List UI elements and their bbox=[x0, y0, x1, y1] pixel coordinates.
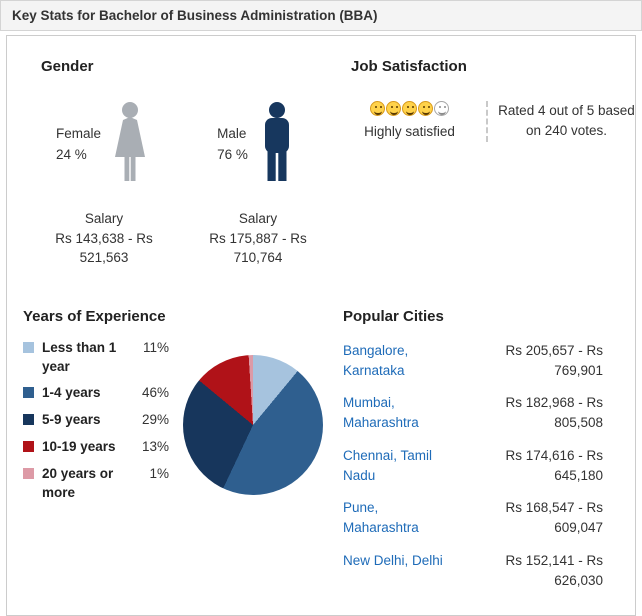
city-salary-range: Rs 168,547 - Rs 609,047 bbox=[505, 500, 603, 536]
female-label: Female bbox=[55, 126, 101, 142]
city-link[interactable]: Pune, Maharashtra bbox=[343, 500, 419, 536]
city-row: Bangalore, Karnataka Rs 205,657 - Rs 769… bbox=[343, 341, 603, 382]
experience-title: Years of Experience bbox=[23, 307, 166, 325]
experience-body: Less than 1 year 11% 1-4 years 46% 5-9 y… bbox=[23, 339, 323, 511]
male-salary-label: Salary bbox=[238, 211, 278, 226]
popular-cities-section: Popular Cities Bangalore, Karnataka Rs 2… bbox=[321, 308, 635, 604]
legend-swatch bbox=[23, 468, 34, 480]
male-salary: Salary Rs 175,887 - Rs 710,764 bbox=[195, 209, 321, 268]
widget-header: Key Stats for Bachelor of Business Admin… bbox=[0, 0, 642, 31]
top-row: Gender Female 24 % bbox=[7, 58, 635, 268]
male-label: Male bbox=[217, 126, 247, 142]
experience-pie-chart bbox=[183, 354, 323, 495]
bottom-row: Years of Experience Less than 1 year 11%… bbox=[7, 308, 635, 604]
job-satisfaction-body: Highly satisfied Rated 4 out of 5 based … bbox=[351, 101, 635, 142]
legend-label: 1-4 years bbox=[42, 385, 101, 401]
popular-cities-title: Popular Cities bbox=[343, 307, 444, 325]
smiley-icon bbox=[369, 101, 385, 116]
legend-item: 1-4 years 46% bbox=[23, 384, 169, 403]
male-salary-range: Rs 175,887 - Rs 710,764 bbox=[209, 230, 307, 266]
city-row: Mumbai, Maharashtra Rs 182,968 - Rs 805,… bbox=[343, 393, 603, 434]
legend-label: 10-19 years bbox=[42, 439, 116, 455]
city-link[interactable]: Mumbai, Maharashtra bbox=[343, 395, 419, 431]
smiley-icon bbox=[385, 101, 401, 116]
female-stats: Female 24 % bbox=[56, 124, 101, 166]
city-row: New Delhi, Delhi Rs 152,141 - Rs 626,030 bbox=[343, 551, 603, 592]
rating-block: Highly satisfied bbox=[351, 101, 468, 142]
city-link[interactable]: Bangalore, Karnataka bbox=[343, 342, 409, 378]
female-salary-label: Salary bbox=[84, 211, 124, 226]
city-salary-range: Rs 152,141 - Rs 626,030 bbox=[505, 552, 603, 588]
smiley-icon bbox=[417, 101, 433, 116]
legend-item: Less than 1 year 11% bbox=[23, 339, 169, 377]
female-icon-row: Female 24 % bbox=[41, 93, 167, 197]
experience-legend: Less than 1 year 11% 1-4 years 46% 5-9 y… bbox=[23, 339, 169, 511]
female-group: Female 24 % bbox=[41, 93, 167, 268]
city-link[interactable]: New Delhi, Delhi bbox=[343, 552, 443, 568]
gender-section: Gender Female 24 % bbox=[7, 58, 321, 268]
gender-groups: Female 24 % bbox=[41, 93, 321, 268]
legend-item: 20 years or more 1% bbox=[23, 465, 169, 503]
legend-label: Less than 1 year bbox=[42, 339, 117, 374]
rating-text: Rated 4 out of 5 based on 240 votes. bbox=[498, 103, 635, 139]
widget-body: Gender Female 24 % bbox=[6, 35, 636, 616]
legend-label: 20 years or more bbox=[42, 466, 114, 501]
city-row: Chennai, Tamil Nadu Rs 174,616 - Rs 645,… bbox=[343, 446, 603, 487]
widget-title: Key Stats for Bachelor of Business Admin… bbox=[12, 8, 378, 23]
legend-percent: 46% bbox=[141, 385, 169, 401]
legend-swatch bbox=[23, 341, 34, 353]
male-group: Male 76 % bbox=[195, 93, 321, 268]
job-satisfaction-section: Job Satisfaction Highly satisfied Rated … bbox=[321, 58, 635, 268]
smiley-icon bbox=[433, 101, 449, 116]
experience-section: Years of Experience Less than 1 year 11%… bbox=[7, 307, 323, 604]
female-salary: Salary Rs 143,638 - Rs 521,563 bbox=[41, 209, 167, 268]
male-stats: Male 76 % bbox=[217, 124, 248, 166]
rating-label: Highly satisfied bbox=[364, 124, 455, 139]
male-percent: 76 % bbox=[217, 147, 248, 162]
female-percent: 24 % bbox=[55, 147, 87, 162]
legend-swatch bbox=[23, 441, 34, 453]
male-icon bbox=[264, 102, 289, 181]
city-row: Pune, Maharashtra Rs 168,547 - Rs 609,04… bbox=[343, 498, 603, 539]
legend-percent: 29% bbox=[141, 412, 169, 428]
legend-percent: 13% bbox=[141, 439, 169, 455]
city-link[interactable]: Chennai, Tamil Nadu bbox=[343, 447, 433, 483]
city-salary-range: Rs 182,968 - Rs 805,508 bbox=[505, 395, 603, 431]
smiley-icon bbox=[401, 101, 417, 116]
legend-item: 5-9 years 29% bbox=[23, 411, 169, 430]
gender-title: Gender bbox=[41, 58, 94, 75]
legend-percent: 11% bbox=[142, 339, 169, 355]
smiley-row bbox=[351, 101, 468, 116]
city-salary-range: Rs 205,657 - Rs 769,901 bbox=[505, 342, 603, 378]
legend-swatch bbox=[23, 387, 34, 399]
legend-item: 10-19 years 13% bbox=[23, 438, 169, 457]
female-icon bbox=[115, 102, 145, 181]
male-icon-row: Male 76 % bbox=[195, 93, 321, 197]
job-satisfaction-title: Job Satisfaction bbox=[351, 58, 467, 75]
city-salary-range: Rs 174,616 - Rs 645,180 bbox=[505, 447, 603, 483]
dashed-divider bbox=[485, 101, 488, 142]
legend-swatch bbox=[23, 414, 34, 426]
legend-label: 5-9 years bbox=[42, 412, 101, 428]
legend-percent: 1% bbox=[149, 466, 169, 482]
female-salary-range: Rs 143,638 - Rs 521,563 bbox=[55, 230, 153, 266]
